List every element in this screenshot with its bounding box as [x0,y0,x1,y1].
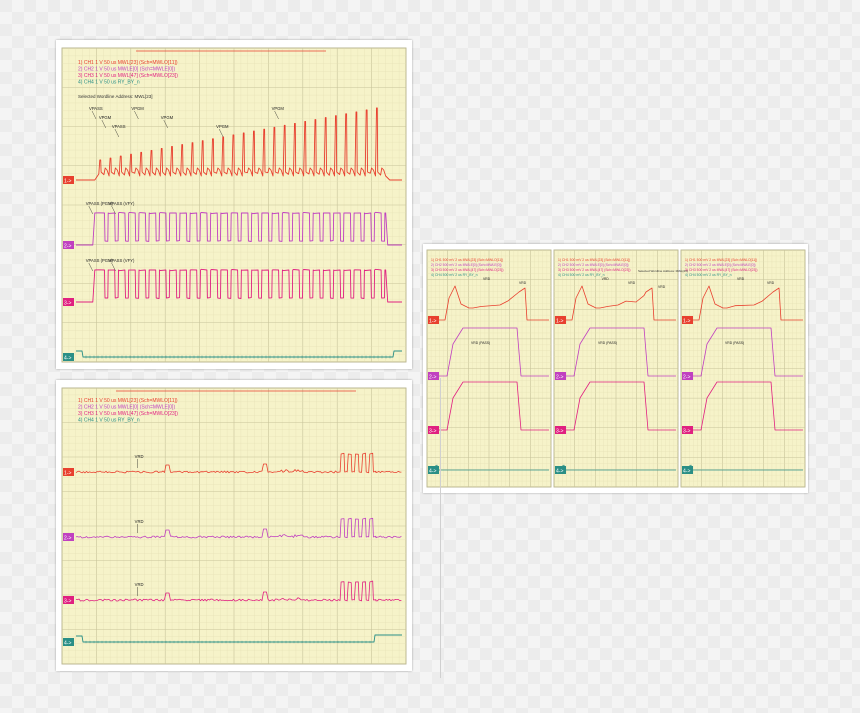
channel-marker-4: 4-> [63,353,74,362]
channel-marker-sub2-2: 2-> [555,372,566,381]
scope-grid [62,388,406,664]
annotation-sub1-1: VRD [519,281,527,285]
channel-marker-sub1-4: 4-> [428,466,439,475]
channel-marker-sub1-2: 2-> [428,372,439,381]
annotation-3-10: VPASS (VFY) [109,258,135,263]
annotation-sub2-2: VRD [658,285,666,289]
annotation-sub2-3: VRD (PASS) [598,341,617,345]
channel-marker-label: 3-> [64,599,71,605]
annotation-1-2: VPASS [112,124,126,129]
oscilloscope-panel-read-zoom: 1) CH1 500 mV 2 us MWL[23] (Sch=MWLO[11]… [423,244,808,493]
legend-entry-sub2-ch3: 3) CH3 500 mV 2 us MWL[47] (Sch=MWLO[23]… [558,268,630,272]
channel-marker-1: 1-> [63,176,74,185]
channel-marker-sub3-1: 1-> [682,316,693,325]
channel-marker-label: 3-> [556,429,563,435]
channel-marker-label: 3-> [64,301,71,307]
legend-entry-ch2: 2) CH2 1 V 50 us MWLE[0] (Sch=MWLE[0]) [78,405,175,411]
channel-marker-sub3-4: 4-> [682,466,693,475]
legend-entry-ch1: 1) CH1 1 V 50 us MWL[23] (Sch=MWLO[11]) [78,398,178,404]
channel-marker-3: 3-> [63,298,74,307]
channel-marker-sub3-3: 3-> [682,426,693,435]
scope-grid-sub-1 [427,250,551,487]
legend-entry-ch4: 4) CH4 1 V 50 us RY_BY_n [78,80,140,86]
annotation-1-1: VPGM [99,115,112,120]
channel-marker-label: 2-> [683,375,690,381]
annotation-vrd-1: VRD [135,454,144,459]
legend-entry-ch4: 4) CH4 1 V 50 us RY_BY_n [78,418,140,424]
channel-marker-sub1-1: 1-> [428,316,439,325]
divider-line [440,378,441,678]
channel-marker-label: 4-> [429,469,436,475]
legend-entry-sub3-ch3: 3) CH3 500 mV 2 us MWL[47] (Sch=MWLO[23]… [685,268,757,272]
channel-marker-label: 3-> [683,429,690,435]
selected-wordline-label: Selected Wordline Address: MWL[23] [638,269,688,273]
channel-marker-4: 4-> [63,638,74,647]
scope-grid-sub-3 [681,250,805,487]
channel-marker-label: 1-> [64,471,71,477]
annotation-1-4: VPGM [161,115,174,120]
legend-entry-ch3: 3) CH3 1 V 50 us MWL[47] (Sch=MWLO[23]) [78,73,178,79]
annotation-sub2-0: VRD [602,277,610,281]
legend-entry-sub3-ch1: 1) CH1 500 mV 2 us MWL[23] (Sch=MWLO[11]… [685,258,757,262]
annotation-vrd-3: VRD [135,582,144,587]
scope-chart-read-zoom: 1) CH1 500 mV 2 us MWL[23] (Sch=MWLO[11]… [423,244,808,493]
legend-entry-sub2-ch4: 4) CH4 500 mV 2 us RY_BY_n [558,273,605,277]
channel-marker-label: 2-> [429,375,436,381]
channel-marker-sub2-3: 3-> [555,426,566,435]
channel-marker-label: 2-> [556,375,563,381]
legend-entry-sub1-ch2: 2) CH2 500 mV 2 us MWLE[0] (Sch=MWLE[0]) [431,263,502,267]
legend-entry-ch3: 3) CH3 1 V 50 us MWL[47] (Sch=MWLO[23]) [78,411,178,417]
legend-entry-sub2-ch1: 1) CH1 500 mV 2 us MWL[23] (Sch=MWLO[11]… [558,258,630,262]
annotation-vrd-2: VRD [135,519,144,524]
annotation-sub3-1: VRD [767,281,775,285]
channel-marker-2: 2-> [63,241,74,250]
channel-marker-label: 1-> [683,319,690,325]
oscilloscope-panel-read: 1) CH1 1 V 50 us MWL[23] (Sch=MWLO[11]) 2… [56,380,412,671]
annotation-sub1-0: VRD [483,277,491,281]
oscilloscope-panel-program: 1) CH1 1 V 50 us MWL[23] (Sch=MWLO[11]) 2… [56,40,412,369]
legend-entry-sub1-ch4: 4) CH4 500 mV 2 us RY_BY_n [431,273,478,277]
annotation-1-3: VPGM [131,106,144,111]
scope-chart-read: 1) CH1 1 V 50 us MWL[23] (Sch=MWLO[11])2… [56,380,412,671]
channel-marker-sub2-4: 4-> [555,466,566,475]
legend-entry-sub1-ch3: 3) CH3 500 mV 2 us MWL[47] (Sch=MWLO[23]… [431,268,503,272]
annotation-sub1-2: VRD (PASS) [471,341,490,345]
channel-marker-label: 2-> [64,536,71,542]
annotation-sub3-0: VRD [737,277,745,281]
channel-marker-label: 3-> [429,429,436,435]
legend-entry-sub3-ch2: 2) CH2 500 mV 2 us MWLE[0] (Sch=MWLE[0]) [685,263,756,267]
channel-marker-label: 2-> [64,244,71,250]
channel-marker-2: 2-> [63,533,74,542]
legend-entry-ch2: 2) CH2 1 V 50 us MWLE[0] (Sch=MWLE[0]) [78,67,175,73]
annotation-1-6: VPGM [272,106,285,111]
channel-marker-sub3-2: 2-> [682,372,693,381]
channel-marker-sub2-1: 1-> [555,316,566,325]
legend-entry-ch1: 1) CH1 1 V 50 us MWL[23] (Sch=MWLO[11]) [78,60,178,66]
channel-marker-sub1-3: 3-> [428,426,439,435]
channel-marker-label: 4-> [64,641,71,647]
channel-marker-label: 4-> [683,469,690,475]
annotation-sub2-1: VRD [628,281,636,285]
legend-entry-sub2-ch2: 2) CH2 500 mV 2 us MWLE[0] (Sch=MWLE[0]) [558,263,629,267]
channel-marker-label: 4-> [556,469,563,475]
legend-entry-sub1-ch1: 1) CH1 500 mV 2 us MWL[23] (Sch=MWLO[11]… [431,258,503,262]
legend-entry-sub3-ch4: 4) CH4 500 mV 2 us RY_BY_n [685,273,732,277]
channel-marker-label: 1-> [556,319,563,325]
channel-marker-3: 3-> [63,596,74,605]
channel-marker-label: 1-> [429,319,436,325]
annotation-1-0: VPASS [89,106,103,111]
annotation-2-8: VPASS (VFY) [109,201,135,206]
annotation-1-5: VPGM [216,124,229,129]
channel-marker-label: 1-> [64,179,71,185]
selected-wordline-label: Selected Wordline Address: MWL[23] [78,94,152,99]
channel-marker-label: 4-> [64,356,71,362]
scope-chart-program: 1) CH1 1 V 50 us MWL[23] (Sch=MWLO[11])2… [56,40,412,369]
channel-marker-1: 1-> [63,468,74,477]
annotation-sub3-2: VRD (PASS) [725,341,744,345]
